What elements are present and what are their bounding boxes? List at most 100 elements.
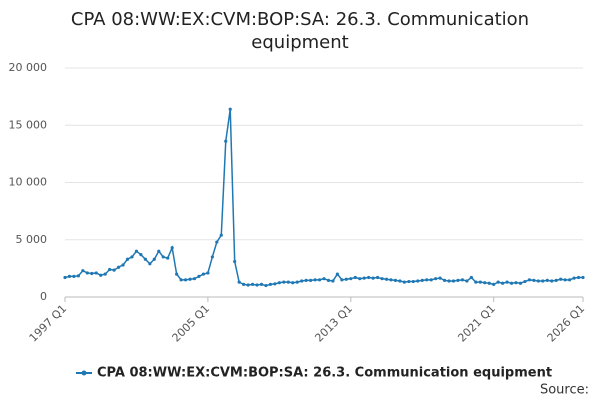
point	[411, 279, 415, 284]
y-tick-label: 10 000	[9, 176, 48, 189]
point	[148, 262, 152, 266]
point	[63, 275, 67, 280]
point	[152, 257, 156, 261]
point	[523, 279, 527, 284]
point	[358, 277, 362, 281]
point	[228, 107, 232, 111]
x-tick-label: 2026 Q1	[545, 302, 588, 345]
x-tick-label: 2013 Q1	[312, 302, 355, 345]
point	[125, 257, 130, 261]
point	[112, 268, 116, 272]
point	[541, 279, 545, 283]
point	[313, 278, 317, 282]
point	[273, 282, 277, 286]
point	[402, 280, 406, 284]
point	[371, 276, 375, 280]
point	[380, 277, 384, 281]
point	[331, 279, 335, 283]
point	[451, 279, 456, 283]
point	[344, 277, 348, 281]
point	[309, 278, 313, 282]
point	[460, 278, 465, 282]
point	[166, 256, 170, 260]
point	[157, 249, 161, 253]
point	[572, 276, 576, 280]
point	[121, 263, 125, 267]
point	[416, 279, 420, 283]
point	[487, 281, 491, 285]
point	[442, 278, 447, 282]
point	[438, 276, 442, 280]
point	[447, 279, 451, 283]
point	[322, 277, 326, 281]
point	[179, 278, 183, 282]
point	[469, 275, 473, 280]
source: Source:	[540, 383, 589, 398]
point	[183, 278, 188, 282]
point	[277, 281, 281, 285]
point	[554, 278, 558, 282]
y-tick-label: 20 000	[9, 61, 48, 74]
series-line	[64, 109, 583, 287]
x-tick-label: 2005 Q1	[170, 302, 213, 345]
point	[282, 280, 286, 284]
point	[550, 279, 554, 283]
point	[434, 277, 438, 281]
point	[188, 277, 192, 281]
point	[161, 255, 165, 259]
point	[130, 255, 134, 259]
point	[286, 280, 290, 284]
point	[99, 273, 103, 277]
legend-label: CPA 08:WW:EX:CVM:BOP:SA: 26.3. Communica…	[97, 366, 552, 381]
point	[496, 280, 500, 284]
point	[335, 272, 339, 276]
point	[259, 282, 264, 287]
point	[67, 274, 72, 278]
point	[143, 257, 147, 261]
point	[559, 277, 563, 281]
point	[224, 139, 228, 143]
point	[568, 278, 572, 282]
point	[242, 282, 246, 287]
point	[170, 246, 174, 250]
x-tick-label: 1997 Q1	[27, 302, 70, 345]
chart-title: CPA 08:WW:EX:CVM:BOP:SA: 26.3. Communica…	[70, 9, 530, 53]
point	[255, 283, 259, 287]
point	[407, 279, 411, 284]
x-tick-label: 2021 Q1	[455, 302, 498, 345]
point	[197, 274, 201, 278]
point	[192, 277, 197, 281]
point	[210, 255, 214, 259]
point	[393, 278, 398, 282]
point	[134, 249, 139, 253]
point	[362, 276, 366, 280]
point	[465, 279, 469, 283]
point	[340, 278, 344, 282]
point	[367, 275, 371, 280]
point	[268, 282, 273, 287]
point	[175, 272, 179, 276]
point	[398, 279, 402, 283]
point	[90, 271, 94, 276]
point	[501, 281, 505, 285]
point	[375, 275, 380, 280]
point	[250, 282, 255, 287]
point	[206, 271, 210, 275]
point	[304, 278, 308, 282]
point	[139, 253, 143, 257]
point	[509, 281, 514, 285]
point	[518, 281, 523, 285]
point	[425, 278, 429, 282]
point	[215, 240, 219, 244]
point	[576, 275, 581, 280]
point	[456, 278, 460, 282]
point	[536, 279, 540, 283]
point	[116, 265, 121, 269]
point	[300, 279, 304, 283]
point	[72, 274, 76, 278]
point	[264, 283, 268, 288]
point	[384, 277, 389, 281]
point	[81, 269, 85, 273]
